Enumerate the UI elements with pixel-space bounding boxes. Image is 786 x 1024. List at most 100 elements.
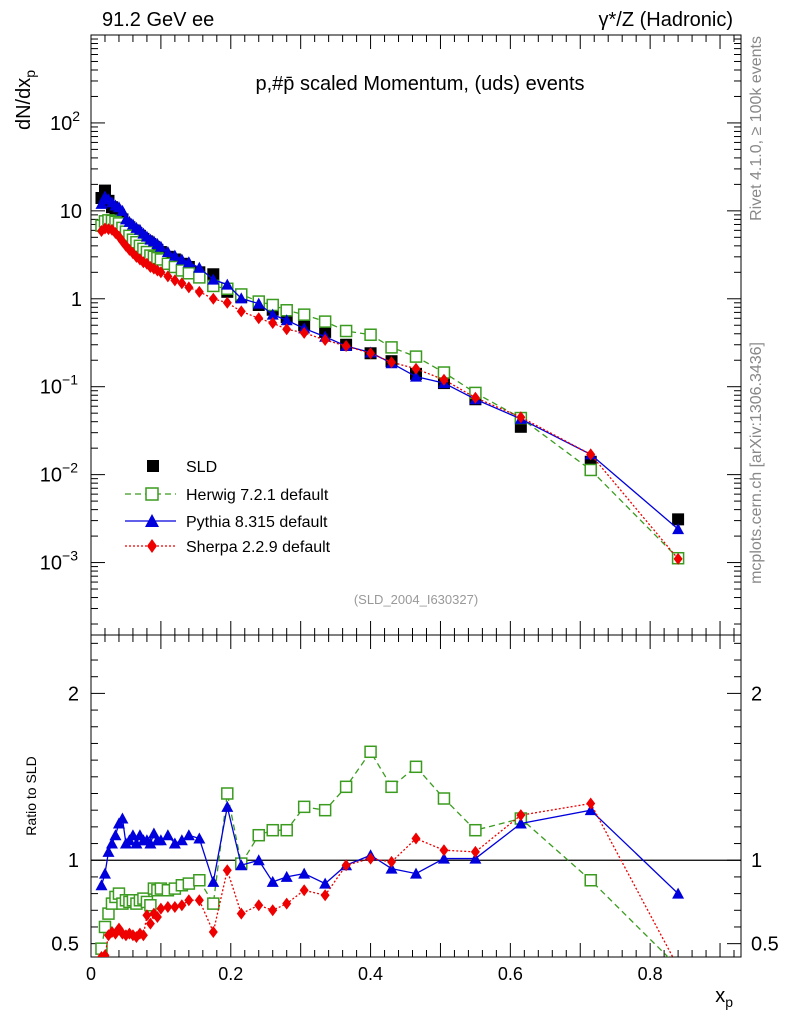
herwig-point bbox=[584, 463, 597, 477]
x-tick-label: 0.6 bbox=[498, 964, 523, 984]
ratio-herwig-point bbox=[339, 780, 353, 794]
sherpa-point bbox=[222, 296, 232, 309]
ratio-pythia-point bbox=[410, 867, 422, 879]
pythia-point bbox=[154, 240, 167, 252]
header-right: γ*/Z (Hadronic) bbox=[599, 9, 733, 31]
legend-label-sherpa: Sherpa 2.2.9 default bbox=[186, 539, 331, 556]
x-axis-label: xp bbox=[715, 985, 733, 1010]
pythia-point bbox=[116, 204, 129, 216]
ratio-plot-area bbox=[95, 745, 685, 957]
sherpa-point bbox=[236, 305, 246, 318]
ratio-sherpa-point bbox=[366, 852, 376, 865]
pythia-point bbox=[252, 297, 265, 309]
ratio-pythia-point bbox=[105, 837, 118, 849]
ratio-sherpa-point bbox=[299, 884, 309, 897]
data-point bbox=[672, 513, 685, 526]
pythia-point bbox=[672, 523, 685, 535]
ratio-sherpa-point bbox=[184, 894, 194, 907]
x-tick-label: 0.2 bbox=[218, 964, 243, 984]
ratio-herwig-point bbox=[266, 823, 279, 837]
pythia-point bbox=[193, 261, 206, 273]
ratio-pythia-point bbox=[207, 875, 220, 887]
sherpa-point bbox=[163, 270, 173, 283]
ratio-sherpa-point bbox=[152, 910, 162, 923]
ratio-y-tick-label-right: 1 bbox=[751, 850, 762, 872]
sherpa-point bbox=[470, 391, 480, 404]
sherpa-point bbox=[673, 552, 683, 565]
pythia-point bbox=[168, 249, 181, 261]
ratio-sherpa-point bbox=[282, 897, 292, 910]
sherpa-point bbox=[320, 333, 330, 346]
ratio-pythia-point bbox=[672, 887, 685, 899]
y-tick-label: 1 bbox=[71, 289, 82, 311]
ratio-pythia-point bbox=[221, 800, 234, 812]
legend-marker-sld bbox=[147, 460, 159, 472]
ratio-pythia-point bbox=[109, 829, 122, 841]
ratio-sherpa-point bbox=[170, 900, 180, 913]
ratio-sherpa-point bbox=[100, 949, 110, 957]
ratio-pythia-point bbox=[298, 867, 311, 879]
ratio-pythia-point bbox=[469, 852, 482, 864]
ratio-pythia-point bbox=[266, 875, 279, 887]
ratio-pythia-point bbox=[252, 854, 265, 866]
ratio-sherpa-point bbox=[163, 900, 173, 913]
ratio-herwig-point bbox=[364, 745, 377, 759]
sherpa-point bbox=[282, 323, 292, 336]
ratio-pythia-point bbox=[130, 837, 143, 849]
ratio-sherpa-point bbox=[194, 894, 204, 907]
ratio-sherpa-point bbox=[145, 917, 155, 930]
pythia-point bbox=[235, 292, 248, 304]
ratio-pythia-point bbox=[584, 804, 597, 816]
legend-marker-sherpa bbox=[147, 539, 157, 553]
ratio-herwig-point bbox=[437, 792, 451, 805]
ratio-sherpa-point bbox=[268, 904, 278, 917]
sherpa-point bbox=[439, 373, 449, 386]
ratio-herwig-point bbox=[98, 920, 112, 934]
legend-label-herwig: Herwig 7.2.1 default bbox=[186, 487, 329, 504]
ratio-sherpa-point bbox=[439, 844, 449, 857]
herwig-point bbox=[364, 328, 377, 341]
ratio-pythia-point bbox=[161, 829, 174, 841]
ratio-y-tick-label: 2 bbox=[68, 683, 79, 705]
ratio-pythia-point bbox=[98, 867, 111, 879]
pythia-point bbox=[182, 256, 195, 268]
pythia-point bbox=[266, 308, 279, 320]
herwig-line bbox=[100, 219, 679, 559]
y-tick-label: 10−1 bbox=[40, 372, 78, 399]
ratio-panel-frame bbox=[90, 634, 742, 958]
pythia-point bbox=[410, 370, 422, 382]
sherpa-point bbox=[170, 274, 180, 287]
ratio-pythia-point bbox=[193, 832, 206, 844]
sherpa-point bbox=[586, 448, 596, 461]
legend-marker-herwig bbox=[145, 487, 159, 501]
ratio-herwig-point bbox=[584, 874, 597, 887]
ratio-herwig-point bbox=[409, 760, 423, 774]
y-tick-label: 102 bbox=[50, 108, 80, 135]
ratio-sherpa-point bbox=[142, 909, 152, 922]
sherpa-point bbox=[411, 362, 421, 375]
ratio-pythia-point bbox=[514, 817, 527, 829]
sherpa-point bbox=[366, 347, 376, 360]
main-plot-area bbox=[95, 184, 685, 565]
sherpa-point bbox=[516, 411, 526, 424]
pythia-point bbox=[280, 314, 293, 326]
sherpa-point bbox=[194, 285, 204, 298]
ratio-sherpa-point bbox=[254, 899, 264, 912]
ratio-sherpa-point bbox=[341, 859, 351, 872]
ratio-herwig-point bbox=[221, 787, 234, 800]
ratio-pythia-point bbox=[437, 852, 450, 864]
ratio-herwig-point bbox=[252, 828, 265, 842]
side-text-top: Rivet 4.1.0, ≥ 100k events bbox=[748, 36, 765, 221]
sherpa-point bbox=[184, 281, 194, 294]
ratio-y-tick-label: 0.5 bbox=[51, 934, 79, 956]
axis-ticks: 0 0.2 0.4 0.6 0.8 10−3 10−2 10−1 1 10 102 0.5 0.5 1 1 2… bbox=[40, 35, 779, 984]
herwig-point bbox=[182, 267, 196, 280]
ratio-pythia-point bbox=[95, 879, 108, 891]
ratio-sherpa-point bbox=[222, 864, 232, 877]
y-axis-label: dN/dxp bbox=[13, 70, 38, 130]
ratio-pythia-point bbox=[144, 837, 157, 849]
ratio-y-tick-label-right: 0.5 bbox=[751, 934, 779, 956]
pythia-point bbox=[175, 253, 188, 265]
sherpa-point bbox=[387, 356, 397, 369]
